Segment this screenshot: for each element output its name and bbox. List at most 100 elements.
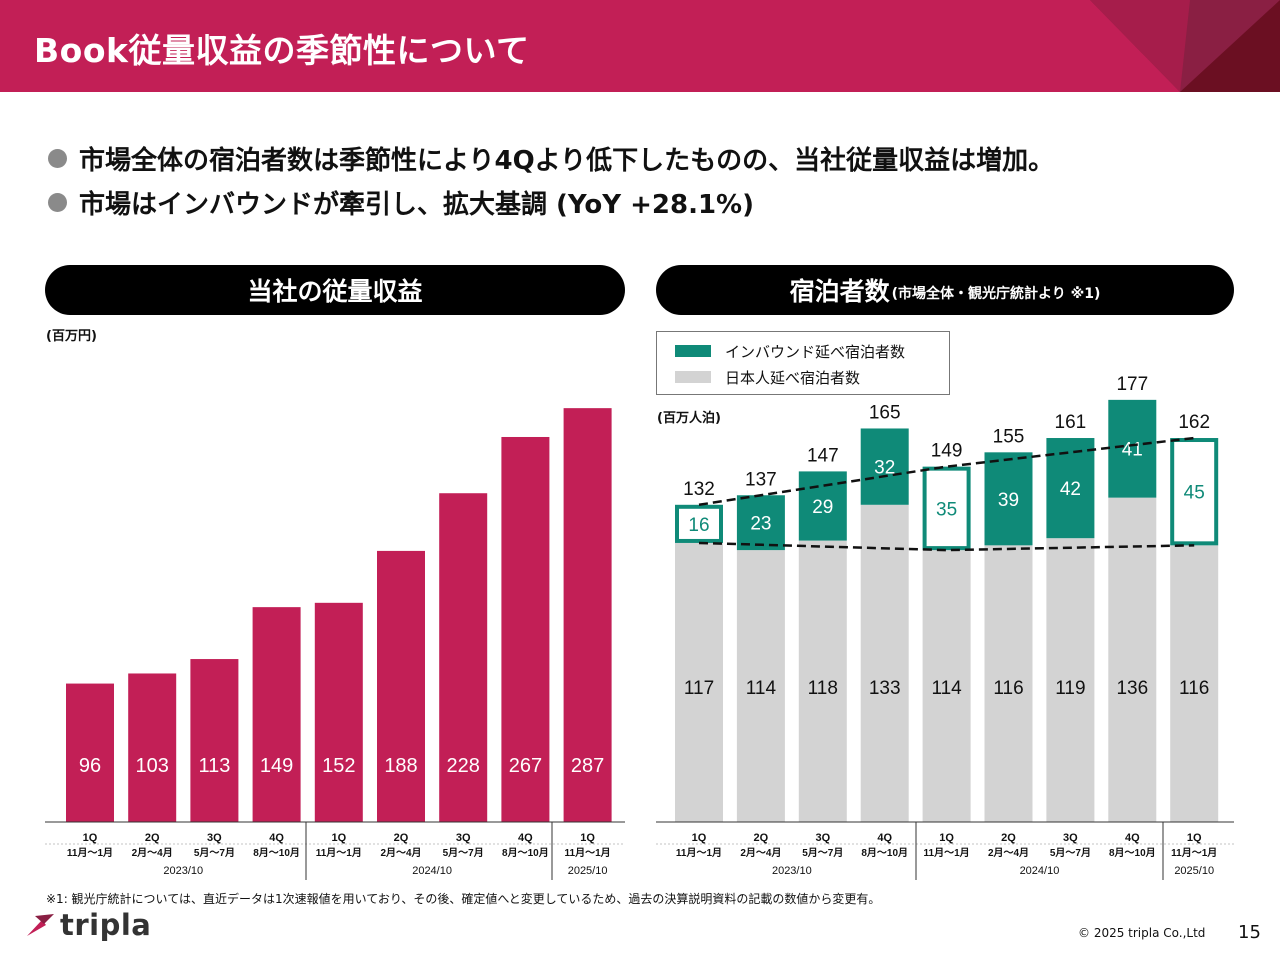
domestic-bar	[1108, 497, 1157, 822]
right-tick-sublabel: 8月〜10月	[1109, 847, 1156, 859]
total-data-label: 165	[869, 402, 901, 423]
inbound-bar-highlighted	[675, 504, 723, 543]
legend-swatch-inbound	[675, 345, 711, 357]
left-tick-sublabel: 2月〜4月	[132, 847, 173, 859]
revenue-data-label: 103	[136, 755, 169, 777]
domestic-data-label: 116	[1179, 678, 1209, 699]
domestic-bar	[798, 540, 847, 822]
bullet-dot	[48, 148, 67, 168]
left-tick-sublabel: 11月〜1月	[316, 847, 362, 859]
total-data-label: 162	[1178, 412, 1210, 433]
left-tick-sublabel: 5月〜7月	[194, 847, 235, 859]
inbound-bar-highlighted	[922, 466, 971, 551]
revenue-bar	[501, 436, 550, 822]
right-unit-label: (百万人泊)	[657, 411, 721, 426]
domestic-bar	[984, 545, 1033, 822]
copyright: © 2025 tripla Co.,Ltd	[1078, 926, 1206, 940]
inbound-data-label: 39	[998, 490, 1019, 511]
page-title: Book従量収益の季節性について	[34, 31, 530, 70]
inbound-data-label: 45	[1184, 483, 1205, 504]
inbound-data-label: 41	[1122, 440, 1143, 461]
company-logo: tripla	[26, 908, 151, 942]
inbound-bar-highlighted	[1170, 438, 1219, 546]
inbound-data-label: 35	[936, 499, 957, 520]
inbound-bar	[736, 495, 785, 551]
revenue-bar	[66, 683, 114, 822]
right-tick-label: 3Q	[815, 832, 830, 844]
legend-item-domestic: 日本人延べ宿泊者数	[675, 364, 949, 390]
inbound-data-label: 23	[750, 514, 771, 535]
right-tick-sublabel: 8月〜10月	[861, 847, 908, 859]
total-data-label: 149	[931, 441, 963, 462]
legend-label-inbound: インバウンド延べ宿泊者数	[725, 342, 906, 361]
total-data-label: 147	[807, 445, 839, 466]
left-tick-sublabel: 11月〜1月	[67, 847, 113, 859]
domestic-data-label: 136	[1116, 678, 1148, 699]
right-tick-label: 1Q	[939, 832, 954, 844]
revenue-data-label: 113	[198, 755, 230, 777]
right-tick-sublabel: 5月〜7月	[1050, 847, 1091, 859]
domestic-bar	[1170, 545, 1219, 822]
domestic-data-label: 119	[1055, 678, 1085, 699]
bullet-text: 市場全体の宿泊者数は季節性により4Qより低下したものの、当社従量収益は増加。	[79, 145, 1055, 176]
revenue-bar	[563, 408, 612, 822]
inbound-bar	[984, 452, 1033, 546]
right-tick-sublabel: 11月〜1月	[676, 847, 722, 859]
right-group-label: 2025/10	[1174, 865, 1214, 877]
revenue-bar	[190, 659, 239, 822]
right-panel-title-sub: (市場全体・観光庁統計より ※1)	[891, 286, 1101, 302]
right-tick-label: 2Q	[1001, 832, 1016, 844]
right-tick-label: 4Q	[1125, 832, 1140, 844]
inbound-bar	[860, 428, 909, 505]
revenue-data-label: 188	[384, 755, 417, 777]
left-tick-label: 1Q	[331, 832, 346, 844]
domestic-bar	[1046, 538, 1095, 822]
right-tick-sublabel: 2月〜4月	[988, 847, 1029, 859]
tripla-logo-icon	[27, 914, 54, 936]
right-panel-title-text: 宿泊者数	[789, 277, 890, 306]
inbound-data-label: 42	[1060, 479, 1081, 500]
left-tick-sublabel: 8月〜10月	[502, 847, 549, 859]
left-tick-label: 2Q	[145, 832, 160, 844]
left-tick-label: 4Q	[269, 832, 284, 844]
left-tick-sublabel: 5月〜7月	[443, 847, 484, 859]
right-group-label: 2024/10	[1020, 865, 1060, 877]
left-tick-sublabel: 11月〜1月	[565, 847, 611, 859]
left-panel-title-text: 当社の従量収益	[247, 277, 423, 306]
total-data-label: 155	[993, 426, 1025, 447]
revenue-bar	[377, 550, 425, 822]
page-number: 15	[1238, 922, 1261, 943]
total-data-label: 137	[745, 469, 777, 490]
domestic-data-label: 114	[746, 678, 777, 699]
right-tick-label: 3Q	[1063, 832, 1078, 844]
left-tick-label: 1Q	[83, 832, 98, 844]
revenue-data-label: 267	[509, 755, 542, 777]
footnote: ※1: 観光庁統計については、直近データは1次速報値を用いており、その後、確定値…	[46, 892, 881, 906]
bullet-dot	[48, 192, 67, 212]
right-tick-label: 4Q	[877, 832, 892, 844]
legend-swatch-domestic	[675, 371, 711, 383]
revenue-data-label: 152	[322, 755, 355, 777]
domestic-bar	[675, 542, 723, 822]
left-group-label: 2023/10	[163, 865, 203, 877]
left-tick-label: 2Q	[394, 832, 409, 844]
total-data-label: 132	[683, 479, 715, 500]
domestic-bar	[736, 550, 785, 822]
legend-item-inbound: インバウンド延べ宿泊者数	[675, 338, 949, 364]
right-tick-sublabel: 11月〜1月	[924, 847, 970, 859]
left-tick-label: 1Q	[580, 832, 595, 844]
revenue-data-label: 228	[447, 755, 480, 777]
domestic-data-label: 133	[869, 678, 901, 699]
header-decoration	[1090, 0, 1280, 92]
left-group-label: 2024/10	[412, 865, 452, 877]
inbound-data-label: 32	[874, 458, 895, 479]
right-tick-label: 1Q	[692, 832, 707, 844]
domestic-data-label: 118	[808, 678, 838, 699]
left-tick-label: 4Q	[518, 832, 533, 844]
right-tick-label: 1Q	[1187, 832, 1202, 844]
domestic-bar	[922, 550, 971, 822]
right-panel-title: 宿泊者数 (市場全体・観光庁統計より ※1)	[656, 265, 1234, 315]
revenue-bar	[439, 493, 488, 822]
domestic-bar	[860, 504, 909, 822]
right-tick-sublabel: 5月〜7月	[802, 847, 843, 859]
